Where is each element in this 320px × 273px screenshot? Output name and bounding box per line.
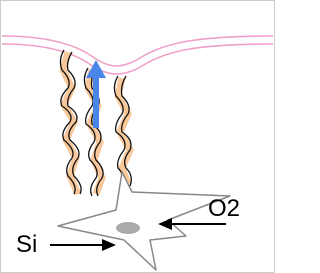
nucleus	[116, 222, 140, 234]
diagram: O2 Si	[0, 0, 275, 273]
si-label: Si	[16, 231, 37, 258]
o2-label: O2	[208, 195, 240, 222]
